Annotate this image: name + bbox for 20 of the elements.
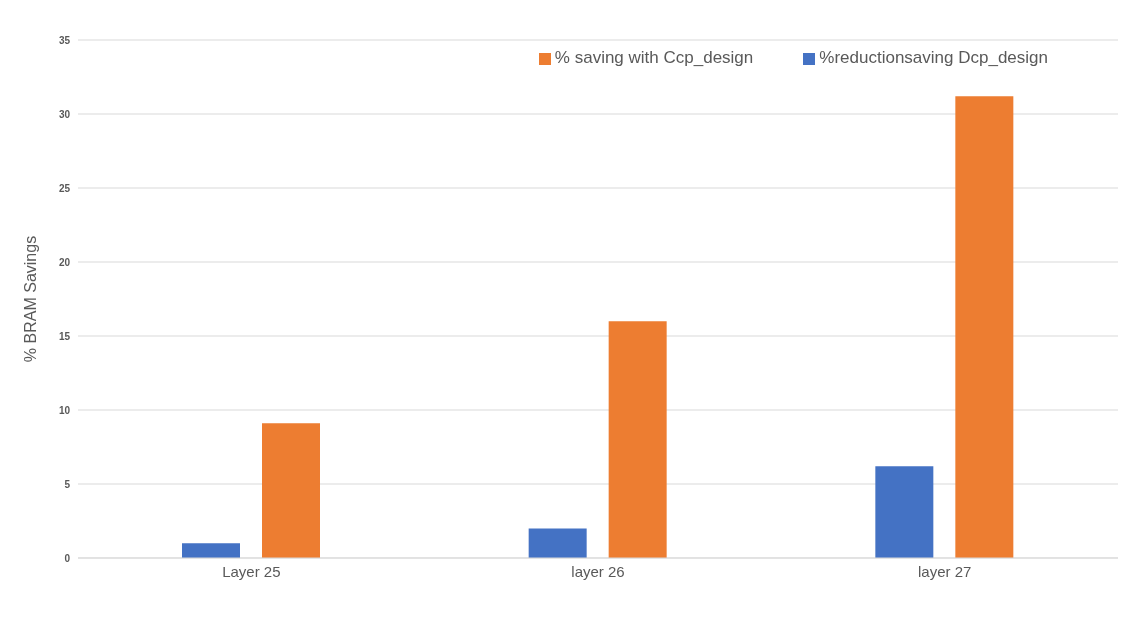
bar — [875, 466, 934, 558]
legend-label: %reductionsaving Dcp_design — [819, 48, 1048, 67]
y-tick-label: 10 — [58, 404, 71, 416]
bar — [608, 321, 667, 558]
x-tick-label: layer 27 — [917, 562, 972, 580]
bar — [262, 423, 320, 558]
y-tick-label: 20 — [58, 256, 71, 268]
y-tick-label: 5 — [64, 478, 71, 490]
x-tick-label: layer 26 — [571, 562, 625, 580]
legend-label: % saving with Ccp_design — [554, 48, 754, 67]
x-tick-label: Layer 25 — [222, 562, 281, 580]
bar — [182, 543, 240, 558]
y-axis-title: % BRAM Savings — [21, 235, 39, 363]
y-tick-label: 0 — [64, 552, 71, 564]
y-tick-label: 15 — [58, 330, 71, 342]
bar — [955, 96, 1014, 558]
y-tick-label: 30 — [58, 108, 71, 120]
y-tick-label: 35 — [58, 34, 71, 46]
bar — [528, 528, 587, 558]
y-tick-label: 25 — [58, 182, 71, 194]
